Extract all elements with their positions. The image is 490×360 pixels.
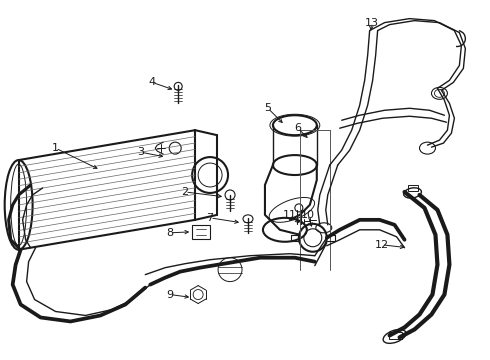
- Bar: [408, 185, 417, 191]
- Text: 9: 9: [167, 289, 174, 300]
- Bar: [389, 332, 401, 339]
- Text: 1: 1: [52, 143, 59, 153]
- Text: 13: 13: [365, 18, 379, 28]
- Text: 2: 2: [182, 187, 189, 197]
- Text: 11: 11: [283, 210, 297, 220]
- Bar: [192, 225, 210, 239]
- Text: 8: 8: [167, 228, 174, 238]
- Text: 12: 12: [374, 240, 389, 250]
- Text: 5: 5: [265, 103, 271, 113]
- Text: 7: 7: [207, 213, 214, 223]
- Text: 6: 6: [294, 123, 301, 133]
- Text: 3: 3: [137, 147, 144, 157]
- Text: 10: 10: [301, 210, 315, 220]
- Text: 4: 4: [148, 77, 156, 87]
